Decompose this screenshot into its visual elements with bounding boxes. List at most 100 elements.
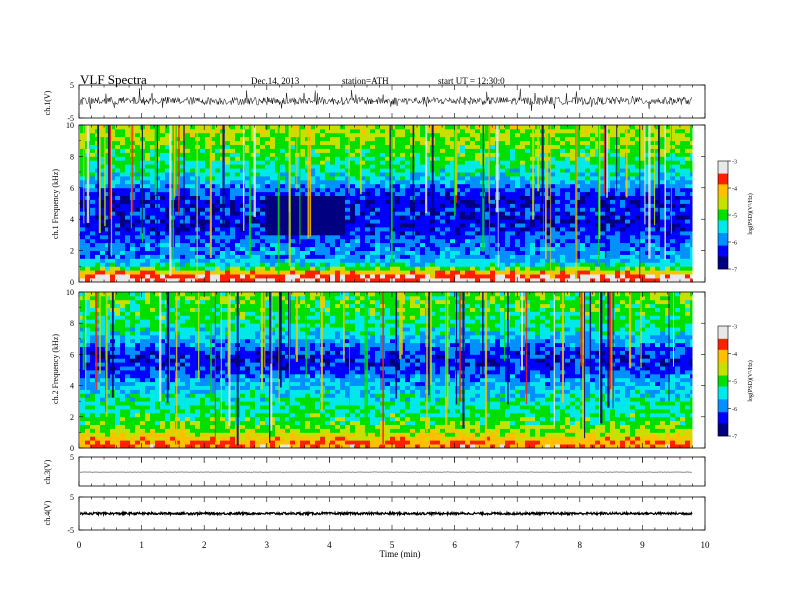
spectrogram-cell <box>550 270 556 275</box>
spectrogram-cell <box>660 199 666 204</box>
spectrogram-cell <box>185 195 191 200</box>
spectrogram-cell <box>370 199 376 204</box>
spectrogram-cell <box>380 203 386 208</box>
spectrogram-cell <box>250 144 256 149</box>
spectrogram-cell <box>125 132 131 138</box>
spectrogram-cell <box>330 128 336 134</box>
spectrogram-cell <box>225 199 231 204</box>
spectrogram-cell <box>270 132 276 138</box>
spectrogram-cell <box>315 227 321 232</box>
spectrogram-cell <box>635 266 641 271</box>
spectrogram-cell <box>350 136 356 142</box>
spectrogram-cell <box>400 250 406 255</box>
spectrogram-cell <box>235 172 241 177</box>
spectrogram-cell <box>600 246 606 251</box>
spectrogram-cell <box>595 136 601 142</box>
spectrogram-cell <box>650 176 656 181</box>
sferic-streak <box>307 125 310 239</box>
spectrogram-cell <box>365 172 371 177</box>
spectrogram-cell <box>655 148 661 153</box>
spectrogram-cell <box>175 152 181 157</box>
spectrogram-cell <box>350 227 356 232</box>
spectrogram-cell <box>380 160 386 165</box>
spectrogram-cell <box>370 136 376 142</box>
spectrogram-cell <box>145 258 151 263</box>
spectrogram-cell <box>380 266 386 271</box>
spectrogram-cell <box>420 195 426 200</box>
spectrogram-cell <box>490 227 496 232</box>
spectrogram-cell <box>320 270 326 275</box>
spectrogram-cell <box>640 144 646 149</box>
spectrogram-cell <box>665 199 671 204</box>
spectrogram-cell <box>520 199 526 204</box>
spectrogram-cell <box>635 152 641 157</box>
spectrogram-cell <box>100 195 106 200</box>
spectrogram-cell <box>395 238 401 244</box>
spectrogram-cell <box>405 219 411 224</box>
spectrogram-cell <box>345 187 351 193</box>
spectrogram-cell <box>260 152 266 157</box>
spectrogram-cell <box>375 132 381 138</box>
spectrogram-cell <box>230 152 236 157</box>
spectrogram-cell <box>270 176 276 181</box>
spectrogram-cell <box>660 160 666 165</box>
spectrogram-cell <box>650 128 656 134</box>
spectrogram-cell <box>160 223 166 228</box>
spectrogram-cell <box>590 270 596 275</box>
spectrogram-cell <box>500 183 506 189</box>
spectrogram-cell <box>150 160 156 165</box>
spectrogram-cell <box>250 168 256 173</box>
spectrogram-cell <box>320 179 326 185</box>
spectrogram-cell <box>415 179 421 185</box>
spectrogram-cell <box>410 274 416 279</box>
spectrogram-cell <box>615 254 621 259</box>
spectrogram-cell <box>410 254 416 259</box>
spectrogram-cell <box>520 148 526 153</box>
spectrogram-cell <box>330 227 336 232</box>
spectrogram-cell <box>315 125 321 130</box>
spectrogram-cell <box>610 246 616 251</box>
spectrogram-cell <box>380 199 386 204</box>
spectrogram-cell <box>120 176 126 181</box>
spectrogram-cell <box>160 266 166 271</box>
spectrogram-cell <box>370 223 376 228</box>
spectrogram-cell <box>390 219 396 224</box>
spectrogram-cell <box>370 191 376 196</box>
spectrogram-cell <box>320 191 326 196</box>
spectrogram-cell <box>340 274 346 279</box>
spectrogram-cell <box>405 207 411 212</box>
spectrogram-cell <box>200 231 206 236</box>
spectrogram-cell <box>555 211 561 216</box>
spectrogram-cell <box>680 258 686 263</box>
spectrogram-cell <box>125 203 131 208</box>
spectrogram-cell <box>175 168 181 173</box>
spectrogram-cell <box>250 274 256 279</box>
spectrogram-cell <box>330 231 336 236</box>
spectrogram-cell <box>355 242 361 248</box>
spectrogram-cell <box>510 250 516 255</box>
spectrogram-cell <box>680 203 686 208</box>
spectrogram-cell <box>105 128 111 134</box>
spectrogram-cell <box>80 223 86 228</box>
spectrogram-cell <box>510 125 516 130</box>
spectrogram-cell <box>390 278 396 283</box>
spectrogram-cell <box>565 242 571 248</box>
spectrogram-cell <box>325 183 331 189</box>
spectrogram-cell <box>565 262 571 267</box>
spectrogram-cell <box>675 238 681 244</box>
spectrogram-cell <box>240 183 246 189</box>
spectrogram-cell <box>595 246 601 251</box>
sferic-streak <box>196 125 198 280</box>
spectrogram-cell <box>270 234 276 240</box>
spectrogram-cell <box>655 278 661 283</box>
spectrogram-cell <box>210 168 216 173</box>
spectrogram-cell <box>465 168 471 173</box>
spectrogram-cell <box>405 199 411 204</box>
spectrogram-cell <box>635 132 641 138</box>
spectrogram-cell <box>395 246 401 251</box>
spectrogram-cell <box>205 270 211 275</box>
spectrogram-cell <box>470 156 476 161</box>
spectrogram-cell <box>585 160 591 165</box>
spectrogram-cell <box>440 246 446 251</box>
spectrogram-cell <box>135 148 141 153</box>
